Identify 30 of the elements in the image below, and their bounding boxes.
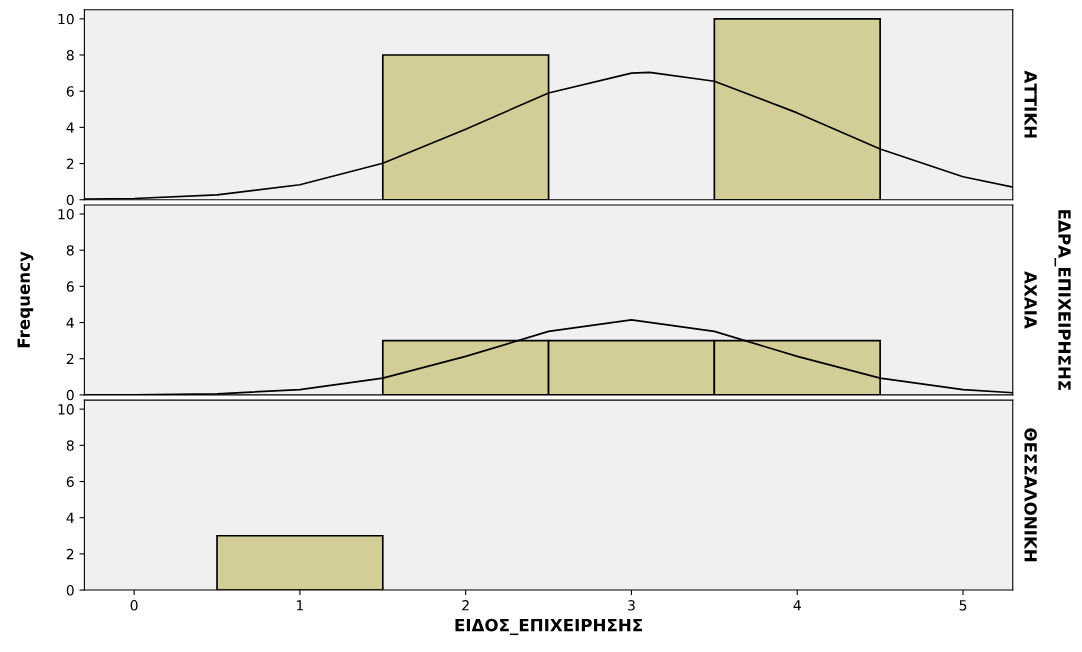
- y-tick-label: 6: [66, 86, 74, 97]
- y2-axis-title: ΑΤΤΙΚΗ: [1024, 70, 1037, 138]
- y2-axis-title: ΑΧΑΙΑ: [1024, 271, 1037, 329]
- y-tick-label: 4: [66, 512, 74, 523]
- x-tick-label: 4: [793, 600, 801, 611]
- x-tick-label: 2: [462, 600, 469, 611]
- x-tick-label: 5: [959, 600, 967, 611]
- y-tick-label: 10: [58, 404, 74, 415]
- y-tick-label: 2: [66, 548, 74, 560]
- text: ΕΔΡΑ_ΕΠΙΧΕΙΡΗΣΗΣ: [1054, 210, 1071, 390]
- y-tick-label: 0: [66, 389, 74, 401]
- y2-axis-title: ΘΕΣΣΑΛΟΝΙΚΗ: [1024, 428, 1037, 562]
- y-tick-label: 2: [66, 353, 74, 364]
- y-tick-label: 6: [66, 281, 74, 292]
- y-axis-title: Frequency: [17, 251, 34, 348]
- y-tick-label: 6: [66, 476, 74, 487]
- y-tick-label: 0: [66, 194, 74, 206]
- y-tick-label: 4: [66, 317, 74, 328]
- y-tick-label: 10: [58, 13, 74, 25]
- y-tick-label: 2: [66, 158, 74, 169]
- x-tick-label: 3: [628, 600, 635, 611]
- x-tick-label: 0: [130, 600, 138, 611]
- y-tick-label: 8: [66, 440, 74, 451]
- x-axis-title: ΕΙΔΟΣ_ΕΠΙΧΕΙΡΗΣΗΣ: [455, 618, 642, 636]
- y-tick-label: 4: [66, 122, 74, 133]
- y-tick-label: 8: [66, 245, 74, 256]
- y-tick-label: 10: [58, 208, 74, 220]
- y-tick-label: 8: [66, 49, 74, 61]
- y-tick-label: 0: [66, 585, 74, 596]
- x-tick-label: 1: [297, 600, 304, 611]
